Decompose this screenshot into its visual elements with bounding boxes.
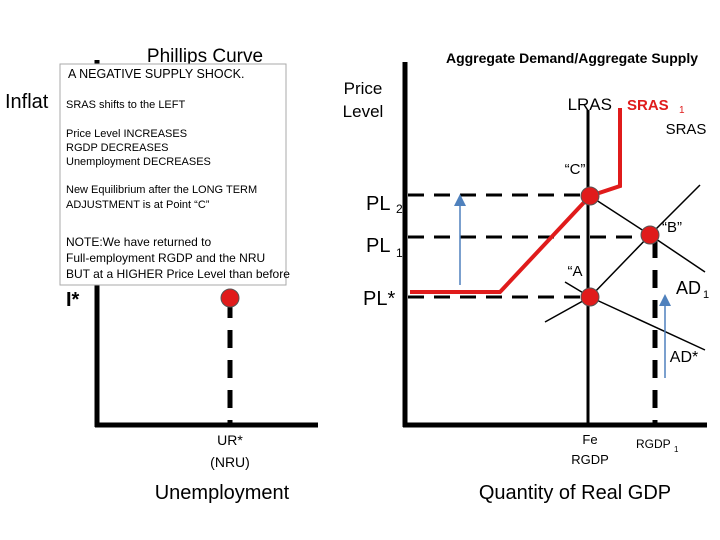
qrgdp-label: Quantity of Real GDP — [479, 482, 671, 504]
box-text: NOTE:We have returned to — [66, 235, 212, 249]
ur-star: UR* — [217, 432, 243, 448]
box-text: Full-employment RGDP and the NRU — [66, 251, 265, 265]
fe-label: Fe — [582, 432, 597, 447]
box-text: SRAS shifts to the LEFT — [66, 99, 185, 111]
sras-label: SRAS — [666, 121, 707, 138]
pl1-sub: 1 — [396, 246, 403, 260]
phillips-title: Phillips Curve — [147, 46, 263, 67]
price-label: Price — [344, 79, 383, 98]
plstar-label: PL* — [363, 288, 395, 310]
adas-title: Aggregate Demand/Aggregate Supply — [446, 50, 698, 66]
b-label: “B” — [662, 219, 682, 236]
point-a — [580, 287, 600, 307]
unemployment-label: Unemployment — [155, 482, 290, 504]
pl2-sub: 2 — [396, 202, 403, 216]
box-text: RGDP DECREASES — [66, 142, 169, 154]
point-b — [640, 225, 660, 245]
i-star: I* — [66, 289, 80, 311]
inflation-label: Inflat — [5, 91, 49, 113]
sras — [544, 184, 701, 323]
point-c — [580, 186, 600, 206]
c-label: “C” — [565, 161, 586, 178]
box-text: Unemployment DECREASES — [66, 156, 211, 168]
ad1-sub: 1 — [703, 289, 709, 301]
a-label: “A — [568, 263, 583, 280]
lras-label: LRAS — [568, 95, 612, 114]
point — [220, 288, 240, 308]
nru: (NRU) — [210, 454, 250, 470]
level-label: Level — [343, 102, 384, 121]
ad1-label: AD — [676, 278, 701, 298]
sras1-label: SRAS — [627, 97, 669, 114]
box-text: ADJUSTMENT is at Point “C” — [66, 199, 210, 211]
adstar-label: AD* — [670, 349, 698, 366]
rgdp1-sub: 1 — [674, 445, 679, 454]
box-heading: A NEGATIVE SUPPLY SHOCK. — [68, 67, 244, 81]
fe-rgdp: RGDP — [571, 452, 609, 467]
box-text: New Equilibrium after the LONG TERM — [66, 184, 257, 196]
sras1-sub: 1 — [679, 105, 685, 116]
note-box — [59, 63, 287, 286]
rgdp1-label: RGDP — [636, 437, 671, 451]
box-text: BUT at a HIGHER Price Level than before — [66, 267, 290, 281]
box-text: Price Level INCREASES — [66, 128, 187, 140]
pl1-label: PL — [366, 235, 390, 257]
pl2-label: PL — [366, 193, 390, 215]
